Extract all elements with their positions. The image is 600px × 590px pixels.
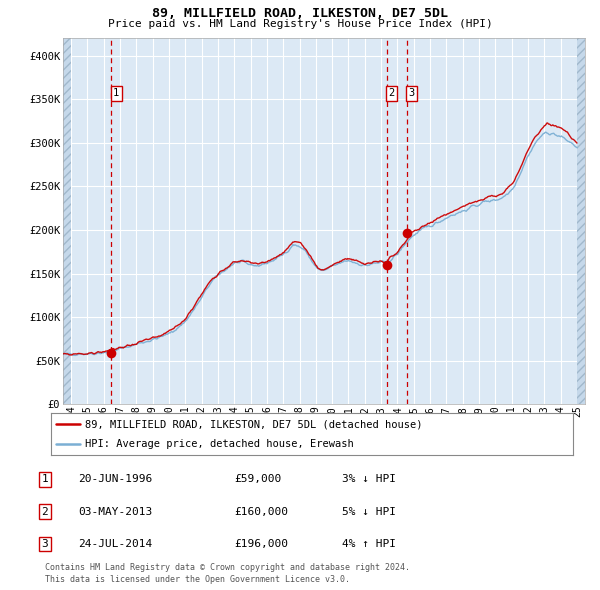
Text: 24-JUL-2014: 24-JUL-2014: [78, 539, 152, 549]
Text: Price paid vs. HM Land Registry's House Price Index (HPI): Price paid vs. HM Land Registry's House …: [107, 19, 493, 29]
Text: HPI: Average price, detached house, Erewash: HPI: Average price, detached house, Erew…: [85, 439, 353, 449]
Text: 1: 1: [41, 474, 49, 484]
Text: 3: 3: [41, 539, 49, 549]
Text: 89, MILLFIELD ROAD, ILKESTON, DE7 5DL: 89, MILLFIELD ROAD, ILKESTON, DE7 5DL: [152, 7, 448, 20]
Text: This data is licensed under the Open Government Licence v3.0.: This data is licensed under the Open Gov…: [45, 575, 350, 584]
Text: 1: 1: [113, 88, 119, 98]
Text: 2: 2: [41, 507, 49, 516]
Text: 20-JUN-1996: 20-JUN-1996: [78, 474, 152, 484]
Text: 3: 3: [408, 88, 415, 98]
Bar: [63, 38, 71, 404]
Text: 4% ↑ HPI: 4% ↑ HPI: [342, 539, 396, 549]
Text: 3% ↓ HPI: 3% ↓ HPI: [342, 474, 396, 484]
Text: 89, MILLFIELD ROAD, ILKESTON, DE7 5DL (detached house): 89, MILLFIELD ROAD, ILKESTON, DE7 5DL (d…: [85, 419, 422, 430]
Text: 2: 2: [388, 88, 395, 98]
Text: £160,000: £160,000: [234, 507, 288, 516]
Bar: [577, 38, 585, 404]
Text: Contains HM Land Registry data © Crown copyright and database right 2024.: Contains HM Land Registry data © Crown c…: [45, 563, 410, 572]
Text: 5% ↓ HPI: 5% ↓ HPI: [342, 507, 396, 516]
Text: £59,000: £59,000: [234, 474, 281, 484]
Text: £196,000: £196,000: [234, 539, 288, 549]
Text: 03-MAY-2013: 03-MAY-2013: [78, 507, 152, 516]
